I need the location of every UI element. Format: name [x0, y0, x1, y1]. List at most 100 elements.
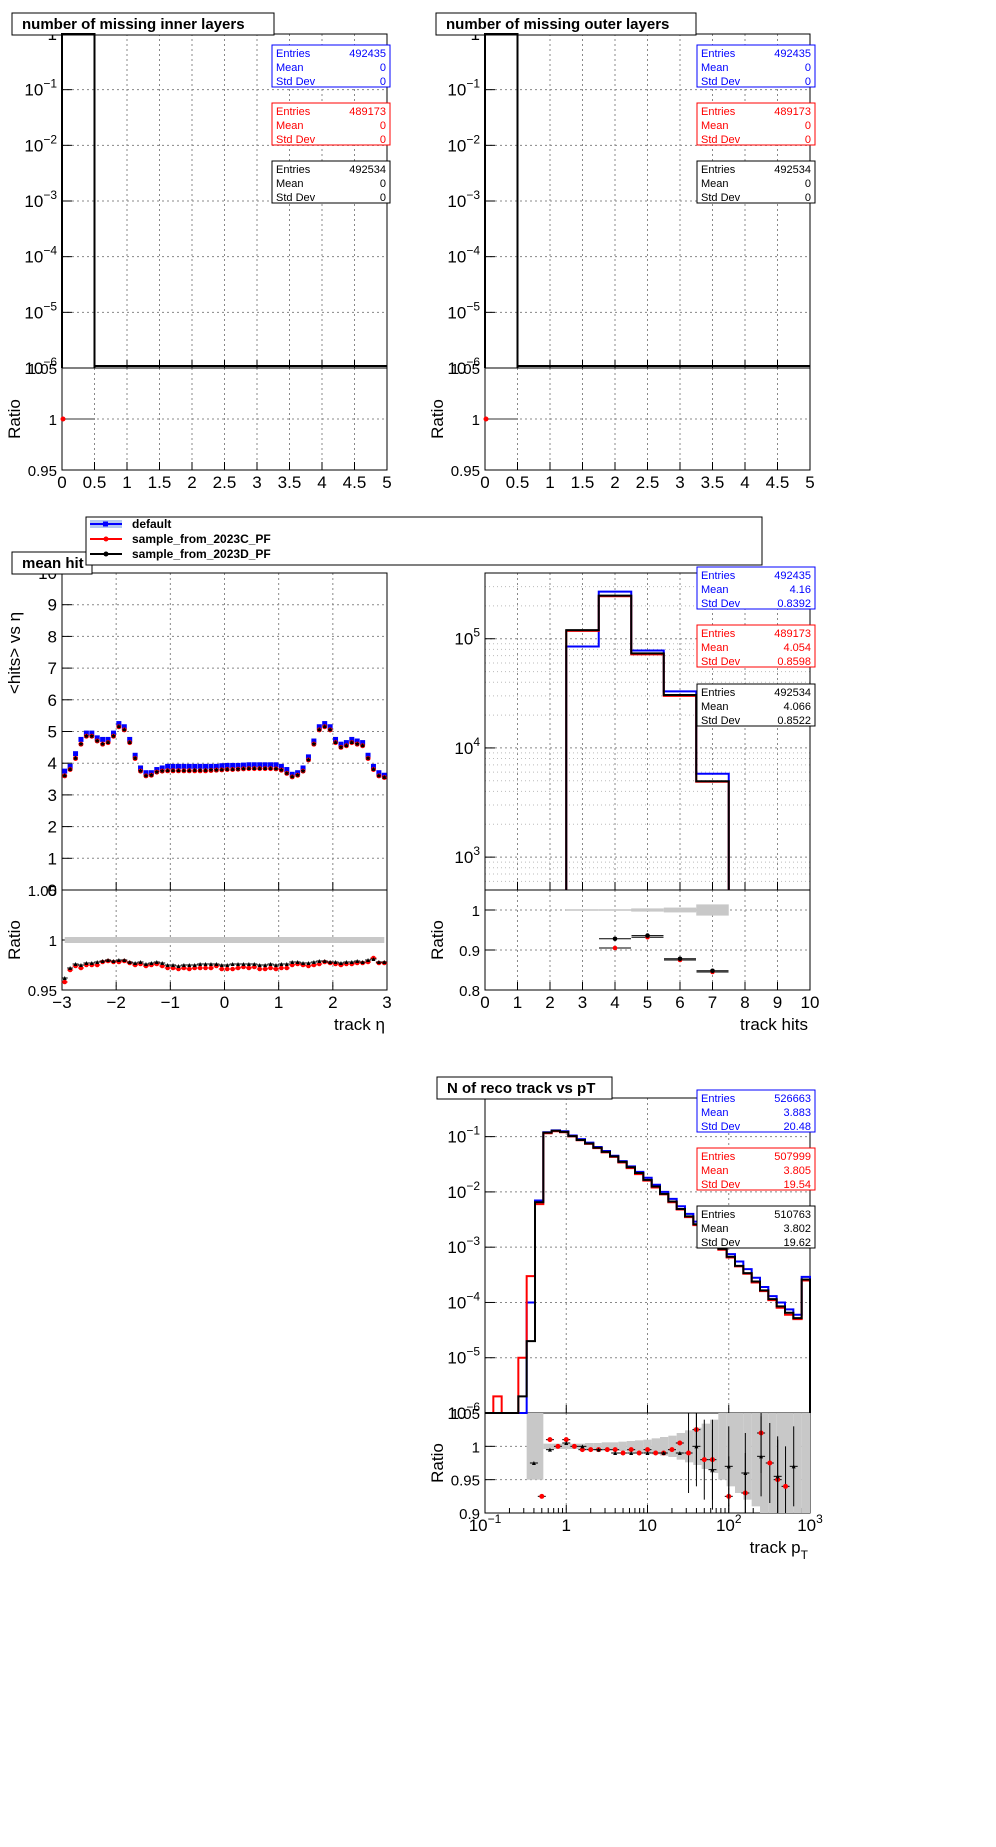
ratio-point	[122, 958, 127, 962]
stats-value: 0	[380, 134, 386, 146]
ratio-point	[686, 1450, 692, 1456]
ratio-y-tick-label: 0.95	[451, 463, 480, 480]
stats-box: Entries 492435 Mean 4.16 Std Dev 0.8392	[696, 566, 816, 610]
x-tick-label: 1	[122, 473, 131, 492]
profile-point	[322, 721, 328, 727]
panel-missing-inner: 0 0.5 1 1.5 2 2.5 3 3.5 4 4.5 5 10−6 10−5 10−4 10−3 10−…	[5, 12, 392, 492]
profile-point	[273, 762, 279, 768]
profile-point	[371, 766, 376, 771]
profile-point	[241, 766, 246, 771]
profile-point	[257, 765, 262, 770]
x-tick-label: 4	[740, 473, 749, 492]
profile-point	[360, 743, 365, 748]
ratio-point	[89, 961, 94, 965]
stats-label: Entries	[701, 1151, 736, 1163]
ratio-uncertainty-band	[776, 1413, 785, 1513]
x-tick-label-text: 10	[638, 1516, 657, 1535]
x-tick-label-text: 3	[382, 993, 391, 1012]
stats-label: Entries	[276, 164, 311, 176]
ratio-y-tick-label: 1	[472, 903, 480, 920]
y-tick-label-text: 9	[48, 596, 57, 615]
ratio-point	[563, 1437, 569, 1443]
x-axis-label: track η	[334, 1015, 385, 1034]
profile-point	[121, 724, 127, 730]
profile-point	[235, 762, 241, 768]
y-tick-label: 10−5	[447, 299, 480, 322]
ratio-y-tick-label: 1	[472, 412, 480, 429]
ratio-point	[111, 959, 116, 963]
profile-point	[105, 736, 111, 742]
ratio-point	[257, 963, 262, 967]
x-tick-label-text: 4.5	[766, 473, 790, 492]
profile-point	[343, 740, 349, 746]
stats-box: Entries 492534 Mean 0 Std Dev 0	[271, 160, 391, 204]
x-tick-label-text: 103	[797, 1512, 823, 1535]
y-tick-label-text: 10−6	[24, 355, 57, 378]
profile-point	[208, 763, 214, 769]
x-tick-label-text: −2	[106, 993, 125, 1012]
profile-point	[187, 768, 192, 773]
stats-value: 19.62	[783, 1237, 811, 1249]
profile-point	[138, 768, 143, 773]
stats-value: 0	[380, 178, 386, 190]
y-tick-label: 104	[454, 735, 480, 758]
profile-point	[295, 772, 300, 777]
x-tick-label-text: 1	[562, 1516, 571, 1535]
profile-point	[268, 762, 274, 768]
profile-point	[122, 727, 127, 732]
profile-point	[203, 767, 208, 772]
profile-point	[370, 763, 376, 769]
stats-value: 4.16	[790, 584, 811, 596]
y-tick-label-text: 5	[48, 723, 57, 742]
ratio-point	[176, 964, 181, 968]
x-tick-label: 1.5	[148, 473, 172, 492]
ratio-uncertainty-band	[526, 1413, 535, 1480]
legend-marker	[103, 521, 108, 527]
ratio-uncertainty-band	[626, 1441, 635, 1452]
x-tick-label-text: 2	[610, 473, 619, 492]
ratio-point	[376, 960, 381, 964]
profile-point	[251, 762, 257, 768]
ratio-point	[279, 965, 284, 971]
y-tick-label-text: 10−6	[447, 1400, 480, 1423]
ratio-point	[596, 1447, 601, 1452]
ratio-point	[661, 1451, 666, 1455]
chart-title: mean hit	[22, 555, 84, 572]
y-tick-label-text: 10−4	[24, 244, 57, 267]
ratio-point	[620, 1450, 626, 1456]
x-tick-label-text: 4	[317, 473, 326, 492]
ratio-point	[677, 1440, 683, 1446]
x-tick-label: 1	[274, 993, 283, 1012]
x-tick-label: 103	[797, 1512, 823, 1535]
profile-point	[192, 767, 197, 772]
profile-point	[230, 766, 235, 771]
y-tick-label: 10−4	[24, 244, 57, 267]
ratio-point	[612, 1447, 618, 1453]
profile-point	[143, 773, 148, 778]
y-tick-label-text: 7	[48, 659, 57, 678]
x-tick-label-text: 0.5	[83, 473, 107, 492]
profile-point	[78, 736, 84, 742]
stats-box: Entries 489173 Mean 4.054 Std Dev 0.8598	[696, 624, 816, 668]
y-tick-label-text: 8	[48, 627, 57, 646]
ratio-uncertainty-band	[660, 1437, 669, 1456]
ratio-point	[306, 961, 311, 965]
profile-point	[301, 768, 306, 773]
y-tick-label: 8	[48, 627, 57, 646]
stats-label: Entries	[276, 48, 311, 60]
x-tick-label: 3	[675, 473, 684, 492]
profile-point	[224, 762, 230, 768]
profile-point	[73, 755, 78, 760]
profile-point	[83, 730, 89, 736]
x-tick-label: 10−1	[469, 1512, 502, 1535]
x-tick-label: 10	[801, 993, 820, 1012]
ratio-point	[612, 936, 618, 942]
profile-point	[328, 727, 333, 732]
ratio-point	[62, 979, 68, 985]
stats-box-frame	[696, 683, 816, 727]
x-tick-label-text: 2.5	[636, 473, 660, 492]
y-tick-label-text: 2	[48, 818, 57, 837]
stats-box: Entries 489173 Mean 0 Std Dev 0	[696, 102, 816, 146]
ratio-point	[84, 961, 89, 965]
y-tick-label: 3	[48, 786, 57, 805]
